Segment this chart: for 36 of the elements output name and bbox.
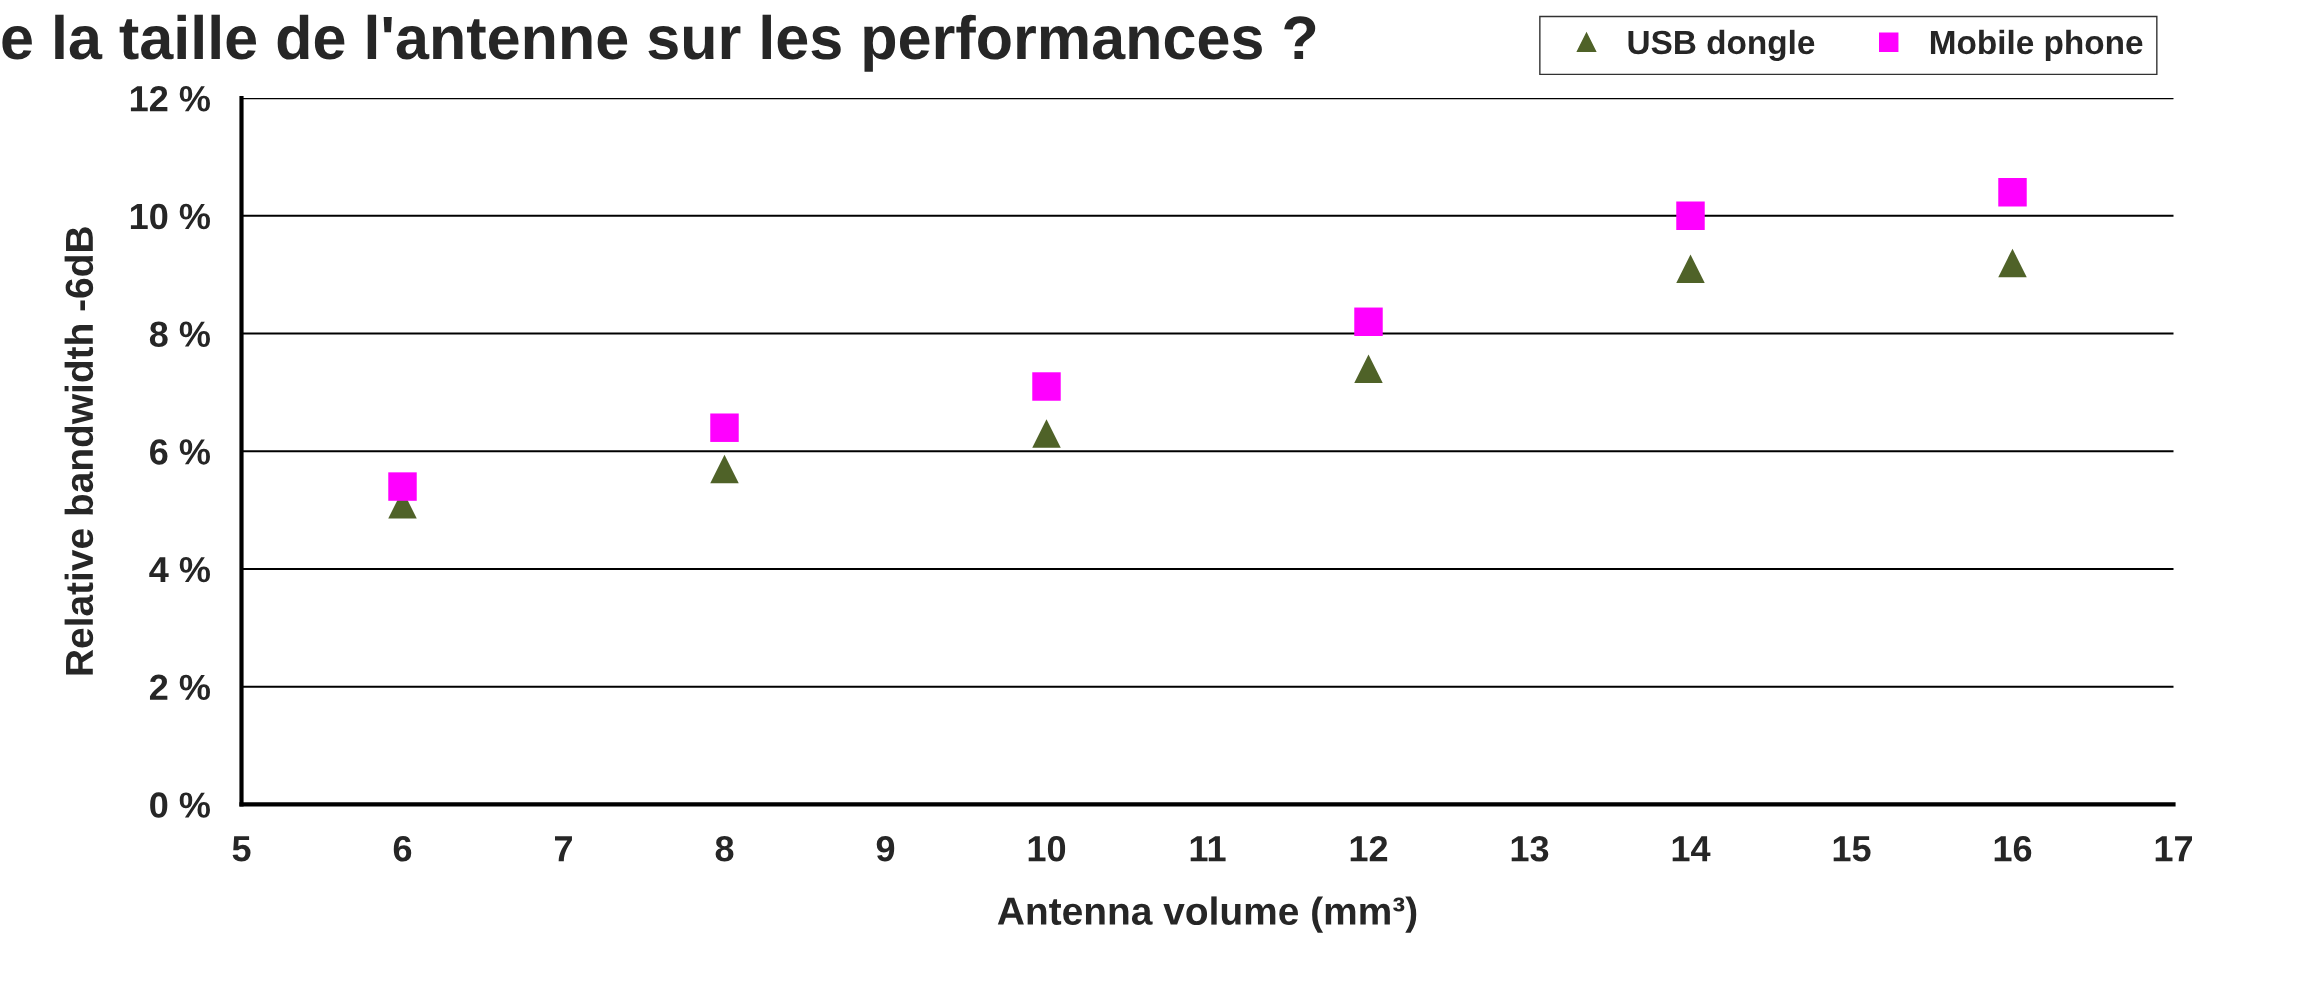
- x-tick-label: 9: [876, 835, 895, 862]
- point: [1032, 372, 1061, 401]
- point: [1676, 201, 1705, 231]
- point: [388, 472, 417, 501]
- point: [1032, 419, 1061, 448]
- legend-label: USB dongle: [1628, 29, 1815, 62]
- x-axis-title: Antenna volume (mm³): [997, 896, 1417, 933]
- x-tick-label: 16: [1994, 835, 2032, 862]
- y-tick-label: 2 %: [149, 674, 210, 701]
- x-tick-label: 6: [393, 835, 412, 862]
- y-tick-label: 4 %: [149, 556, 210, 583]
- legend-label: Mobile phone: [1930, 29, 2143, 61]
- x-tick-label: 7: [555, 836, 572, 862]
- x-tick-label: 12: [1350, 835, 1388, 862]
- x-tick-label: 11: [1190, 836, 1226, 862]
- x-tick-label: 8: [715, 835, 734, 862]
- x-tick-label: 14: [1672, 836, 1711, 862]
- x-tick-label: 13: [1511, 835, 1549, 862]
- point: [1998, 248, 2027, 278]
- y-axis-title: Relative bandwidth -6dB: [64, 227, 94, 675]
- point: [710, 454, 739, 484]
- y-tick-label: 10 %: [130, 203, 210, 230]
- point: [1676, 254, 1705, 284]
- x-tick-label: 17: [2155, 836, 2192, 862]
- x-tick-label: 5: [232, 836, 251, 862]
- point: [710, 413, 739, 442]
- point: [1998, 178, 2027, 207]
- x-tick-label: 10: [1028, 835, 1066, 862]
- chart-title: e la taille de l'antenne sur les performances ?: [2, 14, 1316, 72]
- y-tick-label: 12 %: [130, 85, 210, 112]
- point: [1354, 307, 1383, 336]
- y-tick-label: 8 %: [149, 321, 210, 347]
- x-tick-label: 15: [1833, 836, 1871, 862]
- y-tick-label: 6 %: [150, 439, 210, 465]
- point: [1354, 354, 1383, 384]
- y-tick-label: 0 %: [150, 792, 210, 818]
